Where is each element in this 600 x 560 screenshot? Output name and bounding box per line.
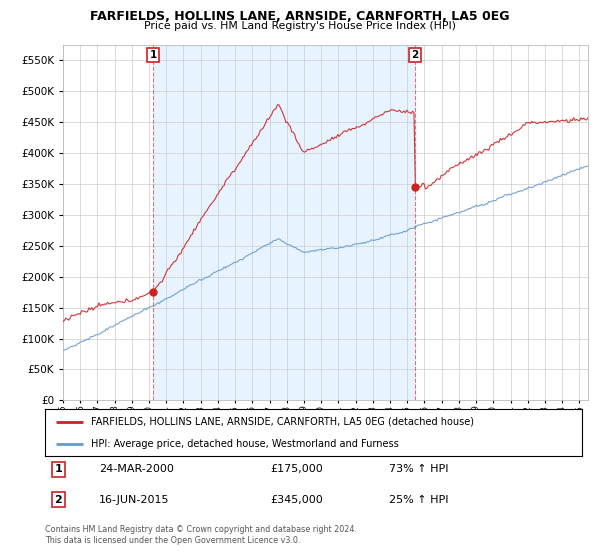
Bar (153, 45, 415, 400)
Text: £175,000: £175,000 (271, 464, 323, 474)
Text: £345,000: £345,000 (271, 494, 323, 505)
Text: 2: 2 (412, 50, 419, 60)
Text: 1: 1 (149, 50, 157, 60)
Text: FARFIELDS, HOLLINS LANE, ARNSIDE, CARNFORTH, LA5 0EG: FARFIELDS, HOLLINS LANE, ARNSIDE, CARNFO… (90, 10, 510, 23)
Text: FARFIELDS, HOLLINS LANE, ARNSIDE, CARNFORTH, LA5 0EG (detached house): FARFIELDS, HOLLINS LANE, ARNSIDE, CARNFO… (91, 417, 473, 427)
Text: 1: 1 (55, 464, 62, 474)
Text: 24-MAR-2000: 24-MAR-2000 (98, 464, 173, 474)
Text: 2: 2 (55, 494, 62, 505)
Text: 73% ↑ HPI: 73% ↑ HPI (389, 464, 448, 474)
Text: Contains HM Land Registry data © Crown copyright and database right 2024.
This d: Contains HM Land Registry data © Crown c… (45, 525, 357, 545)
Text: HPI: Average price, detached house, Westmorland and Furness: HPI: Average price, detached house, West… (91, 438, 398, 449)
Text: 25% ↑ HPI: 25% ↑ HPI (389, 494, 448, 505)
Text: 16-JUN-2015: 16-JUN-2015 (98, 494, 169, 505)
Text: Price paid vs. HM Land Registry's House Price Index (HPI): Price paid vs. HM Land Registry's House … (144, 21, 456, 31)
